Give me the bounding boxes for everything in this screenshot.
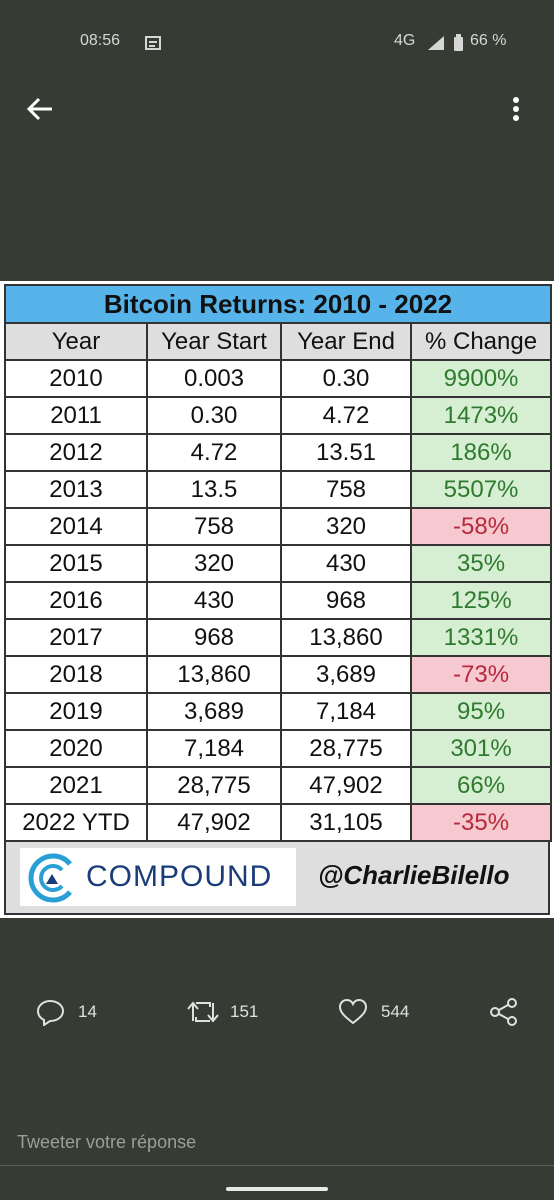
change-cell: 95% <box>409 692 553 731</box>
table-cell: 2021 <box>4 766 148 805</box>
header-cell: Year <box>4 322 148 361</box>
status-time: 08:56 <box>80 32 121 49</box>
change-cell: 1331% <box>409 618 553 657</box>
table-cell: 13.5 <box>146 470 282 509</box>
reply-input[interactable]: Tweeter votre réponse <box>17 1132 197 1152</box>
table-cell: 2018 <box>4 655 148 694</box>
table-row: 2022 YTD 47,902 31,105 -35% <box>4 803 553 842</box>
table-row: 2013 13.5 758 5507% <box>4 470 553 509</box>
handle: @CharlieBilello <box>318 860 510 890</box>
more-menu[interactable] <box>510 96 522 124</box>
like-icon[interactable] <box>338 998 368 1026</box>
table-cell: 4.72 <box>146 433 282 472</box>
table-cell: 13,860 <box>280 618 412 657</box>
notification-icon <box>145 36 161 50</box>
table-cell: 2012 <box>4 433 148 472</box>
table-row: 2020 7,184 28,775 301% <box>4 729 553 768</box>
table-cell: 758 <box>146 507 282 546</box>
header-cell: Year End <box>280 322 412 361</box>
like-count: 544 <box>381 1002 410 1021</box>
table-cell: 2010 <box>4 359 148 398</box>
table-row: 2010 0.003 0.30 9900% <box>4 359 553 398</box>
table-cell: 2022 YTD <box>4 803 148 842</box>
table-cell: 7,184 <box>280 692 412 731</box>
table-cell: 0.003 <box>146 359 282 398</box>
change-cell: 125% <box>409 581 553 620</box>
logo-mark <box>28 853 72 903</box>
table-cell: 2016 <box>4 581 148 620</box>
table-cell: 2020 <box>4 729 148 768</box>
table-row: 2019 3,689 7,184 95% <box>4 692 553 731</box>
back-button[interactable] <box>26 96 54 122</box>
reply-count: 14 <box>78 1002 97 1021</box>
change-cell: 186% <box>409 433 553 472</box>
table-cell: 7,184 <box>146 729 282 768</box>
table-cell: 3,689 <box>146 692 282 731</box>
tweet-image[interactable]: Bitcoin Returns: 2010 - 2022 Year Year St… <box>0 281 554 918</box>
logo-text: COMPOUND <box>86 860 273 893</box>
table-row: 2011 0.30 4.72 1473% <box>4 396 553 435</box>
header-cell: % Change <box>409 322 553 361</box>
home-indicator <box>226 1187 328 1191</box>
table-row: 2014 758 320 -58% <box>4 507 553 546</box>
table-cell: 4.72 <box>280 396 412 435</box>
change-cell: 1473% <box>409 396 553 435</box>
table-cell: 968 <box>146 618 282 657</box>
table-cell: 3,689 <box>280 655 412 694</box>
change-cell: 5507% <box>409 470 553 509</box>
retweet-icon[interactable] <box>186 999 220 1025</box>
table-cell: 2017 <box>4 618 148 657</box>
retweet-count: 151 <box>230 1002 259 1021</box>
table-cell: 28,775 <box>146 766 282 805</box>
table-row: 2021 28,775 47,902 66% <box>4 766 553 805</box>
table-cell: 430 <box>280 544 412 583</box>
logo-box: COMPOUND <box>20 848 296 906</box>
change-cell: -58% <box>409 507 553 546</box>
table-row: 2012 4.72 13.51 186% <box>4 433 553 472</box>
returns-table: Bitcoin Returns: 2010 - 2022 Year Year St… <box>3 284 553 842</box>
table-cell: 968 <box>280 581 412 620</box>
table-cell: 28,775 <box>280 729 412 768</box>
signal-battery-icons <box>428 34 463 51</box>
table-row: 2018 13,860 3,689 -73% <box>4 655 553 694</box>
status-battery: 66 % <box>470 32 507 49</box>
change-cell: 301% <box>409 729 553 768</box>
header-cell: Year Start <box>146 322 282 361</box>
reply-icon[interactable] <box>36 998 66 1026</box>
table-row: 2016 430 968 125% <box>4 581 553 620</box>
status-network: 4G <box>394 32 416 49</box>
table-cell: 0.30 <box>146 396 282 435</box>
table-row: 2015 320 430 35% <box>4 544 553 583</box>
change-cell: -35% <box>409 803 553 842</box>
image-footer: COMPOUND @CharlieBilello <box>4 840 550 915</box>
table-cell: 2015 <box>4 544 148 583</box>
change-cell: 66% <box>409 766 553 805</box>
table-cell: 2014 <box>4 507 148 546</box>
table-row: 2017 968 13,860 1331% <box>4 618 553 657</box>
table-cell: 758 <box>280 470 412 509</box>
change-cell: 9900% <box>409 359 553 398</box>
table-title: Bitcoin Returns: 2010 - 2022 <box>3 284 553 324</box>
table-cell: 13.51 <box>280 433 412 472</box>
table-cell: 31,105 <box>280 803 412 842</box>
table-cell: 2019 <box>4 692 148 731</box>
table-cell: 47,902 <box>146 803 282 842</box>
table-cell: 2011 <box>4 396 148 435</box>
table-cell: 2013 <box>4 470 148 509</box>
table-cell: 320 <box>280 507 412 546</box>
change-cell: -73% <box>409 655 553 694</box>
table-cell: 13,860 <box>146 655 282 694</box>
table-cell: 0.30 <box>280 359 412 398</box>
table-cell: 47,902 <box>280 766 412 805</box>
table-cell: 320 <box>146 544 282 583</box>
divider <box>0 1165 554 1166</box>
share-icon[interactable] <box>489 997 519 1027</box>
table-cell: 430 <box>146 581 282 620</box>
change-cell: 35% <box>409 544 553 583</box>
